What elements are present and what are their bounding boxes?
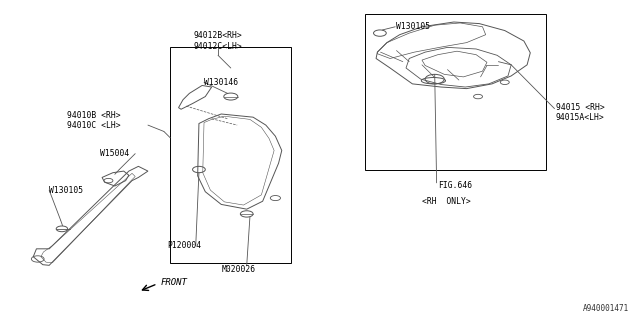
Text: FIG.646: FIG.646 — [438, 181, 472, 190]
Bar — [365, 14, 546, 170]
Text: 94012B<RH>
94012C<LH>: 94012B<RH> 94012C<LH> — [194, 31, 243, 51]
Text: W130105: W130105 — [396, 22, 431, 31]
Text: A940001471: A940001471 — [583, 304, 629, 313]
Text: P120004: P120004 — [167, 241, 201, 250]
Text: W130146: W130146 — [204, 78, 238, 87]
Text: W15004: W15004 — [100, 149, 129, 158]
Text: 94010B <RH>
94010C <LH>: 94010B <RH> 94010C <LH> — [67, 111, 120, 130]
Text: 94015 <RH>
94015A<LH>: 94015 <RH> 94015A<LH> — [556, 103, 605, 122]
Text: M020026: M020026 — [221, 265, 255, 274]
Text: FRONT: FRONT — [161, 278, 188, 287]
Text: <RH  ONLY>: <RH ONLY> — [422, 197, 470, 206]
Text: W130105: W130105 — [49, 186, 83, 195]
Bar — [170, 47, 291, 263]
